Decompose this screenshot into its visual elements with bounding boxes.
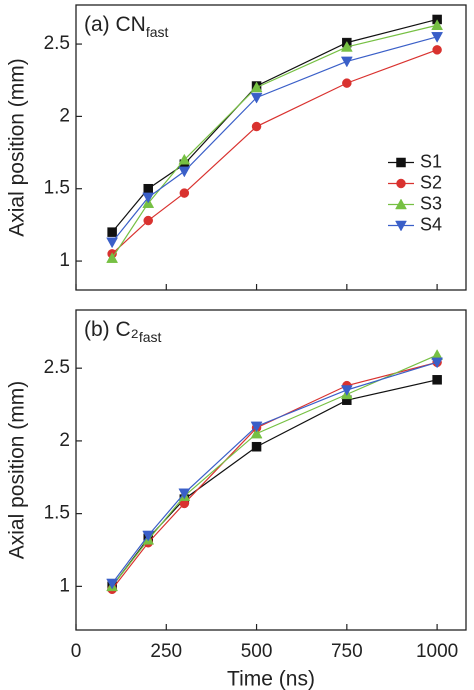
x-tick-label: 1000 [416, 641, 458, 662]
x-axis-label: Time (ns) [227, 668, 315, 690]
marker [340, 40, 353, 52]
y-tick-label: 1.5 [44, 178, 70, 199]
y-tick-label: 1 [59, 250, 70, 271]
marker [340, 385, 353, 397]
marker [143, 183, 153, 194]
series-line [111, 36, 438, 243]
marker [106, 578, 119, 590]
marker [106, 237, 119, 249]
legend-marker [395, 220, 407, 232]
marker [107, 227, 117, 237]
series-line [111, 24, 438, 259]
series-line [111, 361, 438, 590]
legend-marker [395, 198, 407, 210]
legend-label: S1 [420, 151, 442, 171]
series-line [111, 354, 438, 587]
y-axis-label: Axial position (mm) [6, 58, 29, 237]
legend-label: S2 [420, 172, 442, 192]
y-tick-label: 1.5 [44, 503, 70, 524]
marker [342, 78, 352, 88]
marker [431, 19, 444, 31]
title-subscript: fast [146, 24, 169, 40]
y-tick-label: 2 [59, 430, 70, 451]
panel-title: (b) C₂fast [84, 318, 162, 345]
title-main: (a) CN [84, 13, 146, 36]
marker [340, 56, 353, 68]
y-tick-label: 1 [59, 575, 70, 596]
legend-marker [396, 157, 406, 168]
marker [142, 192, 155, 204]
panel-title: (a) CNfast [84, 13, 169, 40]
legend-label: S4 [420, 214, 442, 234]
y-tick-label: 2.5 [44, 33, 70, 54]
title-main: (b) C₂ [84, 318, 139, 341]
plot-frame [75, 4, 467, 291]
y-tick-label: 2 [59, 105, 70, 126]
marker [432, 375, 442, 385]
marker [251, 441, 262, 452]
marker [431, 32, 444, 43]
x-tick-label: 500 [241, 641, 273, 662]
marker [431, 357, 444, 369]
marker [250, 92, 263, 104]
marker [250, 81, 263, 93]
x-tick-label: 0 [71, 641, 82, 662]
marker [178, 166, 191, 178]
legend-label: S3 [420, 193, 442, 213]
x-tick-label: 750 [331, 641, 363, 662]
x-tick-label: 250 [150, 641, 182, 662]
legend-marker [396, 178, 406, 189]
marker [143, 215, 153, 226]
marker [250, 427, 263, 439]
series-line [111, 361, 438, 584]
plot-frame [75, 309, 467, 631]
marker [250, 421, 263, 433]
y-axis-label: Axial position (mm) [6, 381, 29, 560]
marker [142, 530, 155, 542]
series-line [111, 49, 438, 255]
y-tick-label: 2.5 [44, 357, 70, 378]
marker [179, 188, 190, 198]
marker [106, 252, 119, 263]
marker [178, 153, 191, 165]
series-line [111, 18, 438, 233]
marker [432, 45, 442, 55]
title-subscript: fast [139, 329, 162, 345]
marker [251, 121, 262, 132]
marker [178, 488, 191, 500]
series-line [111, 379, 438, 587]
